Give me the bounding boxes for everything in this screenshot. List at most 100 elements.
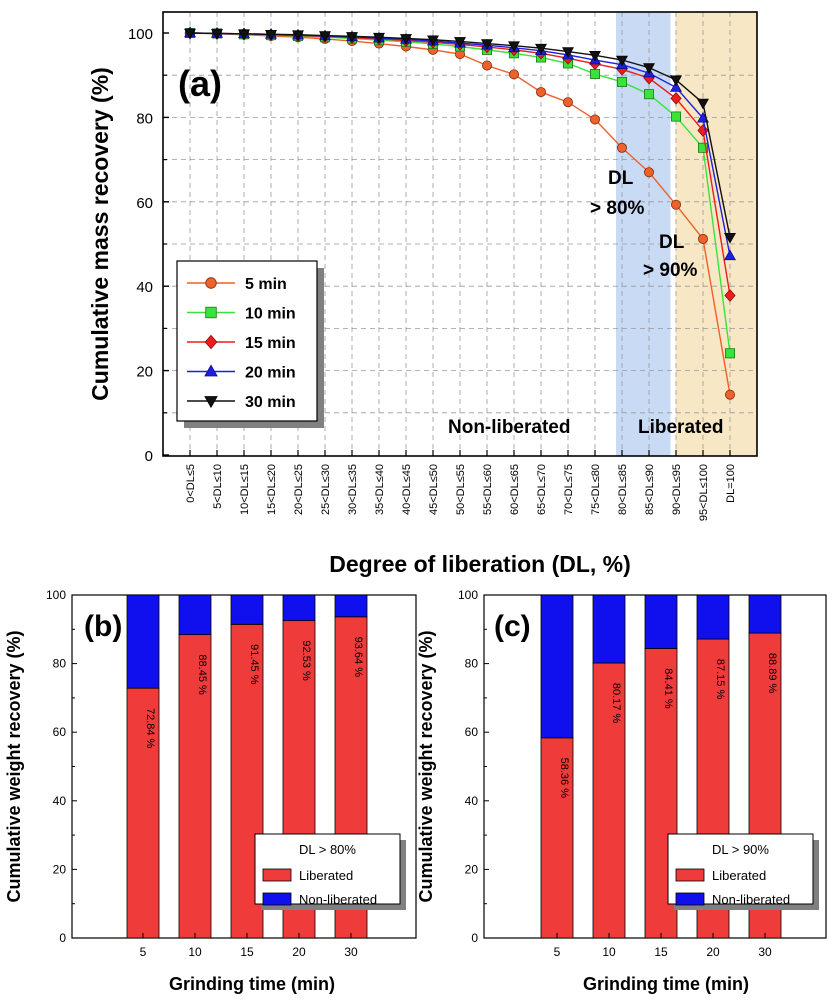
data-point <box>670 81 682 92</box>
legend-marker <box>205 277 217 289</box>
legend-label: Non-liberated <box>299 892 377 907</box>
bar-data-label: 88.45 % <box>196 654 208 695</box>
x-tick-label: 15 <box>654 945 668 959</box>
y-tick-label: 40 <box>465 794 479 808</box>
bar-liberated <box>178 634 212 939</box>
bar-non-liberated <box>178 594 212 636</box>
legend-label: Non-liberated <box>712 892 790 907</box>
bar-non-liberated <box>644 594 678 649</box>
bar-data-label: 80.17 % <box>610 683 622 724</box>
y-axis-title: Cumulative mass recovery (%) <box>87 67 113 401</box>
panel-label: (c) <box>494 610 531 643</box>
data-point <box>698 233 709 244</box>
data-point <box>644 167 655 178</box>
data-point <box>590 114 601 125</box>
legend-label: 30 min <box>245 394 296 411</box>
data-point <box>265 29 277 41</box>
x-tick-label: 80<DL≤85 <box>617 464 629 515</box>
x-tick-label: 5 <box>554 945 561 959</box>
bar-liberated <box>592 662 626 939</box>
bar-liberated <box>126 687 160 939</box>
data-point <box>671 199 682 210</box>
y-tick-label: 40 <box>136 279 153 296</box>
bar-non-liberated <box>126 594 160 689</box>
data-point <box>616 55 628 67</box>
data-point <box>698 142 709 153</box>
x-axis-title: Grinding time (min) <box>583 974 749 994</box>
y-tick-label: 80 <box>465 657 479 671</box>
data-point <box>724 249 736 261</box>
x-tick-label: 0<DL≤5 <box>185 464 197 503</box>
y-tick-label: 80 <box>136 110 153 127</box>
x-tick-label: 75<DL≤80 <box>590 464 602 515</box>
y-tick-label: 20 <box>53 862 67 876</box>
data-point <box>563 97 574 108</box>
panel-c: 58.36 % 5 80.17 % 10 84.41 % 15 87.15 % 20 88.89… <box>416 588 827 994</box>
legend-swatch <box>262 868 292 882</box>
x-tick-label: 25<DL≤30 <box>320 464 332 515</box>
y-tick-label: 20 <box>136 364 153 381</box>
data-point <box>481 39 493 50</box>
x-tick-label: 30<DL≤35 <box>347 464 359 515</box>
legend-swatch <box>675 868 705 882</box>
bar-non-liberated <box>230 594 264 625</box>
legend-label: 20 min <box>245 365 296 382</box>
bar-data-label: 91.45 % <box>248 644 260 685</box>
y-axis-title: Cumulative weight recovery (%) <box>4 630 24 902</box>
legend-title: DL > 90% <box>712 842 769 857</box>
data-point <box>508 69 519 80</box>
legend-label: 5 min <box>245 276 287 293</box>
y-tick-label: 20 <box>465 862 479 876</box>
x-tick-label: 70<DL≤75 <box>563 464 575 515</box>
data-point <box>670 92 682 105</box>
data-point <box>535 43 547 55</box>
panel-label-a: (a) <box>178 63 222 104</box>
bar-non-liberated <box>748 594 782 634</box>
y-tick-label: 40 <box>53 794 67 808</box>
data-point <box>697 98 709 110</box>
x-tick-label: 15<DL≤20 <box>266 464 278 515</box>
x-tick-label: 10 <box>188 945 202 959</box>
y-tick-label: 100 <box>46 588 66 602</box>
annotation-dl80-value: > 80% <box>590 198 645 219</box>
x-tick-label: 60<DL≤65 <box>509 464 521 515</box>
annotation-dl90-value: > 90% <box>643 260 698 281</box>
bar-non-liberated <box>282 594 316 622</box>
bar-non-liberated <box>540 594 574 739</box>
legend-box <box>176 260 318 422</box>
annotation-non-liberated: Non-liberated <box>448 417 570 438</box>
x-tick-label: 55<DL≤60 <box>482 464 494 515</box>
bar-data-label: 88.89 % <box>766 653 778 694</box>
y-tick-label: 80 <box>53 657 67 671</box>
y-tick-label: 60 <box>136 195 153 212</box>
x-axis-title: Grinding time (min) <box>169 974 335 994</box>
data-point <box>562 47 574 58</box>
data-point <box>184 28 196 40</box>
x-tick-label: 90<DL≤95 <box>671 464 683 515</box>
legend-label: 10 min <box>245 306 296 323</box>
legend-title: DL > 80% <box>299 842 356 857</box>
x-tick-label: 5<DL≤10 <box>212 464 224 509</box>
data-point <box>238 29 250 41</box>
legend-label: 15 min <box>245 335 296 352</box>
x-tick-label: 40<DL≤45 <box>401 464 413 515</box>
bar-non-liberated <box>334 594 368 618</box>
y-tick-label: 60 <box>53 725 67 739</box>
data-point <box>617 142 628 153</box>
data-point <box>643 63 655 74</box>
data-point <box>508 41 520 52</box>
x-tick-label: 45<DL≤50 <box>428 464 440 515</box>
legend-label: Liberated <box>299 868 353 883</box>
y-tick-label: 0 <box>59 931 66 945</box>
data-point <box>400 34 412 45</box>
bar-data-label: 72.84 % <box>144 708 156 749</box>
data-point <box>427 35 439 47</box>
x-tick-label: 10 <box>602 945 616 959</box>
y-tick-label: 0 <box>471 931 478 945</box>
y-tick-label: 60 <box>465 725 479 739</box>
data-point <box>481 60 492 71</box>
y-axis-title: Cumulative weight recovery (%) <box>416 630 436 902</box>
data-point <box>589 51 601 62</box>
data-point <box>724 232 736 244</box>
